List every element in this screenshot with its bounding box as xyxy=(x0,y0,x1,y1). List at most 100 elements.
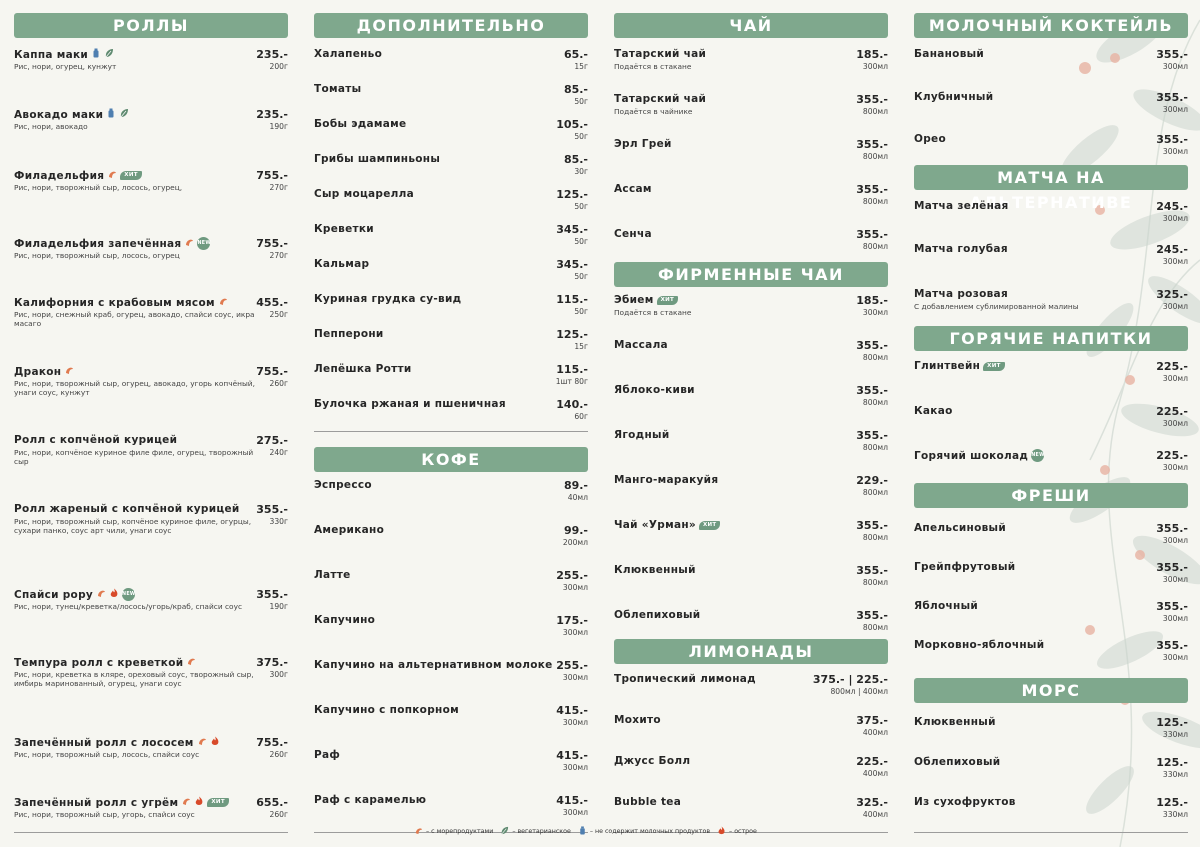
menu-item-name: Капучино xyxy=(314,614,376,626)
menu-item-name: Клюквенный xyxy=(914,716,996,728)
shrimp-icon xyxy=(107,169,117,182)
menu-item-main-row: Мохито 375.- xyxy=(614,714,888,727)
menu-item-price: 355.- xyxy=(1156,639,1188,652)
menu-item-weight: 800мл xyxy=(862,197,888,206)
menu-item-sub-row: 300мл xyxy=(314,673,588,682)
legend-lactose-free: – не содержит молочных продуктов xyxy=(578,826,710,837)
menu-item: Банановый 355.- 300мл xyxy=(914,48,1188,71)
menu-item-main-row: Клюквенный 125.- xyxy=(914,716,1188,729)
menu-item: Грейпфрутовый 355.- 300мл xyxy=(914,561,1188,584)
menu-item-price: 175.- xyxy=(556,614,588,627)
menu-item-description: Рис, нори, тунец/креветка/лосось/угорь/к… xyxy=(14,602,243,611)
section-header: Роллы xyxy=(14,13,288,38)
menu-item-weight: 300мл xyxy=(1162,257,1188,266)
menu-item-name-wrap: Банановый xyxy=(914,48,984,60)
menu-item-price: 455.- xyxy=(256,296,288,309)
menu-item: Запечённый ролл с лососем 755.- Рис, нори,… xyxy=(14,736,288,759)
shrimp-icon xyxy=(184,237,194,250)
menu-item-description: Рис, нори, творожный сыр, копчёное курин… xyxy=(14,517,252,535)
section-header: Матча на альтернативе xyxy=(914,165,1188,212)
menu-item-name-wrap: Матча зелёная xyxy=(914,200,1009,212)
menu-item-weight: 330мл xyxy=(1162,770,1188,779)
divider-line xyxy=(614,832,888,833)
menu-item-weight: 200г xyxy=(269,62,288,71)
menu-item-name-wrap: Темпура ролл с креветкой xyxy=(14,656,196,669)
menu-item-sub-row: 300мл xyxy=(914,463,1188,472)
menu-item-name-wrap: Куриная грудка су-вид xyxy=(314,293,461,305)
menu-item-name-wrap: Клюквенный xyxy=(614,564,696,576)
menu-item-name: Филадельфия xyxy=(14,169,105,182)
menu-item-name: Клюквенный xyxy=(614,564,696,576)
menu-item-sub-row: 15г xyxy=(314,342,588,351)
menu-item-weight: 200мл xyxy=(562,538,588,547)
menu-item-name-wrap: Клюквенный xyxy=(914,716,996,728)
menu-item-sub-row: Рис, нори, копчёное куриное филе филе, о… xyxy=(14,448,288,466)
menu-item-price: 415.- xyxy=(556,794,588,807)
hit-badge: ХИТ xyxy=(698,520,721,530)
menu-item-main-row: Запечённый ролл с угрём ХИТ 655.- xyxy=(14,796,288,809)
menu-item-sub-row: 800мл xyxy=(614,152,888,161)
menu-item: Куриная грудка су-вид 115.- 50г xyxy=(314,293,588,316)
menu-item-price: 225.- xyxy=(1156,360,1188,373)
menu-item-sub-row: 300мл xyxy=(914,214,1188,223)
menu-item-main-row: Латте 255.- xyxy=(314,569,588,582)
menu-item-description: Рис, нори, огурец, кунжут xyxy=(14,62,117,71)
menu-item: Апельсиновый 355.- 300мл xyxy=(914,522,1188,545)
menu-item-name: Клубничный xyxy=(914,91,994,103)
menu-item-main-row: Капучино на альтернативном молоке 255.- xyxy=(314,659,588,672)
menu-item-main-row: Банановый 355.- xyxy=(914,48,1188,61)
menu-item-weight: 800мл xyxy=(862,488,888,497)
menu-item-name: Ролл жареный с копчёной курицей xyxy=(14,503,240,515)
menu-item-name: Томаты xyxy=(314,83,362,95)
menu-item-price: 755.- xyxy=(256,736,288,749)
menu-item-price: 275.- xyxy=(256,434,288,447)
menu-item-weight: 300мл xyxy=(862,308,888,317)
menu-item-main-row: Ролл жареный с копчёной курицей 355.- xyxy=(14,503,288,516)
menu-item-weight: 50г xyxy=(574,132,588,141)
menu-item-price: 755.- xyxy=(256,237,288,250)
menu-item-sub-row: Рис, нори, творожный сыр, огурец, авокад… xyxy=(14,379,288,397)
menu-item-name: Банановый xyxy=(914,48,985,60)
menu-item-main-row: Калифорния с крабовым мясом 455.- xyxy=(14,296,288,309)
menu-item: Пепперони 125.- 15г xyxy=(314,328,588,351)
menu-item-weight: 300мл xyxy=(1162,302,1188,311)
new-badge: NEW xyxy=(197,237,211,250)
menu-item-name: Тропический лимонад xyxy=(614,673,756,685)
menu-item-description: Подаётся в стакане xyxy=(614,308,692,317)
menu-item-sub-row: 800мл xyxy=(614,443,888,452)
menu-item-main-row: Бобы эдамаме 105.- xyxy=(314,118,588,131)
menu-item-weight: 1шт 80г xyxy=(555,377,588,386)
menu-item-sub-row: Подаётся в стакане 300мл xyxy=(614,62,888,71)
menu-item: Облепиховый 125.- 330мл xyxy=(914,756,1188,779)
menu-item-name-wrap: Тропический лимонад xyxy=(614,673,756,685)
menu-item-weight: 300мл xyxy=(562,763,588,772)
menu-item-name-wrap: Манго-маракуйя xyxy=(614,474,718,486)
menu-item: Темпура ролл с креветкой 375.- Рис, нори, … xyxy=(14,656,288,688)
menu-item-sub-row: 800мл | 400мл xyxy=(614,687,888,696)
menu-item-sub-row: 300мл xyxy=(914,575,1188,584)
menu-item-name-wrap: Латте xyxy=(314,569,351,581)
menu-item: Латте 255.- 300мл xyxy=(314,569,588,592)
menu-item-price: 115.- xyxy=(556,293,588,306)
menu-item-weight: 300мл xyxy=(562,673,588,682)
menu-item-name: Капучино на альтернативном молоке xyxy=(314,659,553,671)
menu-item-name: Апельсиновый xyxy=(914,522,1006,534)
menu-item-name: Татарский чай xyxy=(614,93,707,105)
menu-item-main-row: Bubble tea 325.- xyxy=(614,796,888,809)
menu-item-price: 125.- xyxy=(1156,796,1188,809)
menu-item-name-wrap: Авокадо маки xyxy=(14,108,129,121)
menu-item-name: Грибы шампиньоны xyxy=(314,153,441,165)
menu-item: Яблоко-киви 355.- 800мл xyxy=(614,384,888,407)
menu-item: Бобы эдамаме 105.- 50г xyxy=(314,118,588,141)
menu-item-price: 229.- xyxy=(856,474,888,487)
menu-item-price: 355.- xyxy=(1156,600,1188,613)
menu-item-main-row: Матча розовая 325.- xyxy=(914,288,1188,301)
menu-item-price: 185.- xyxy=(856,48,888,61)
menu-item: Bubble tea 325.- 400мл xyxy=(614,796,888,819)
menu-item: Ассам 355.- 800мл xyxy=(614,183,888,206)
menu-item-price: 375.- xyxy=(256,656,288,669)
menu-item-description: Рис, нори, авокадо xyxy=(14,122,88,131)
menu-item: Клубничный 355.- 300мл xyxy=(914,91,1188,114)
menu-item-main-row: Эрл Грей 355.- xyxy=(614,138,888,151)
menu-item-name: Матча розовая xyxy=(914,288,1008,300)
